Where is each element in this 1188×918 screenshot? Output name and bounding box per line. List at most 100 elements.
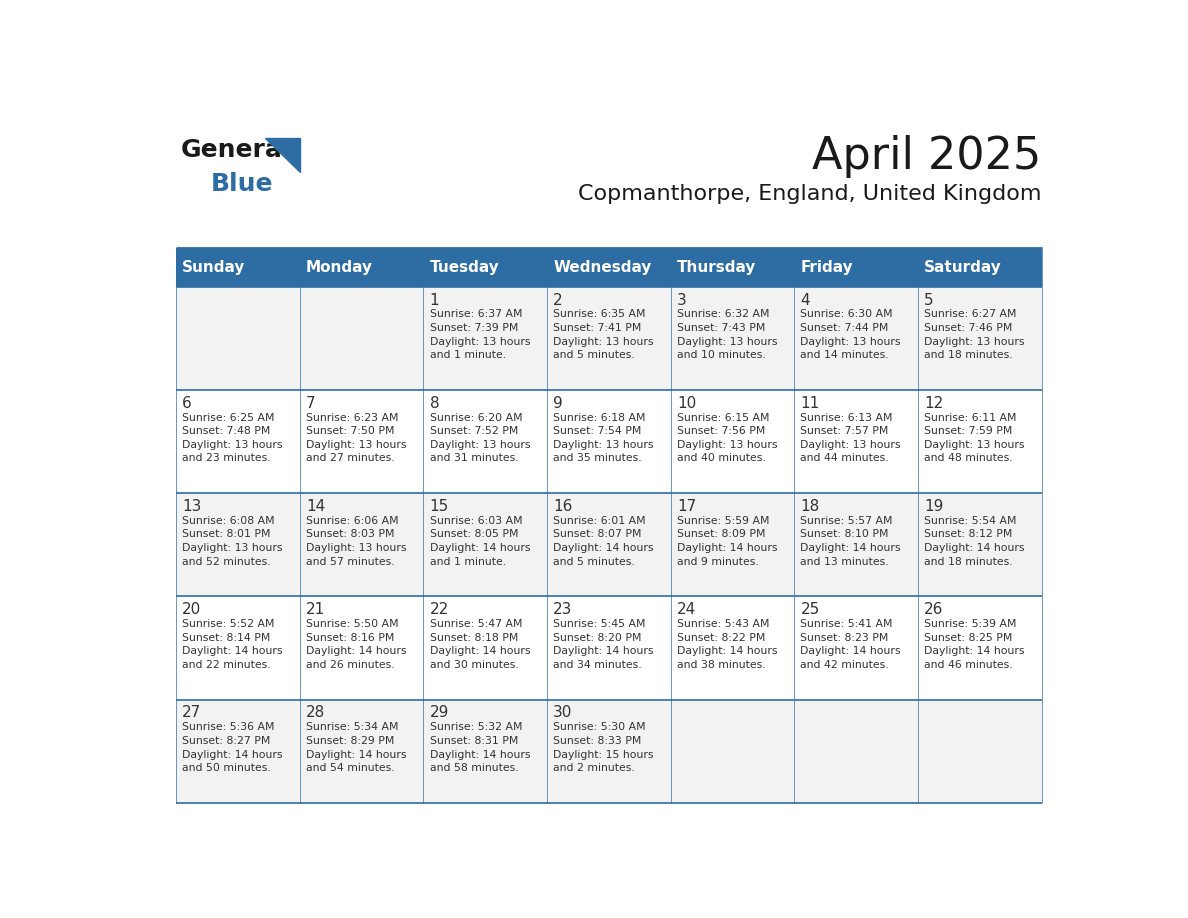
Polygon shape [265, 139, 301, 173]
FancyBboxPatch shape [176, 287, 299, 390]
Text: 19: 19 [924, 498, 943, 514]
FancyBboxPatch shape [423, 248, 546, 286]
Text: Sunrise: 6:15 AM
Sunset: 7:56 PM
Daylight: 13 hours
and 40 minutes.: Sunrise: 6:15 AM Sunset: 7:56 PM Dayligh… [677, 413, 777, 464]
FancyBboxPatch shape [176, 700, 299, 803]
FancyBboxPatch shape [671, 700, 795, 803]
Text: 11: 11 [801, 396, 820, 410]
Text: 8: 8 [430, 396, 440, 410]
Text: 3: 3 [677, 293, 687, 308]
Text: Sunrise: 6:18 AM
Sunset: 7:54 PM
Daylight: 13 hours
and 35 minutes.: Sunrise: 6:18 AM Sunset: 7:54 PM Dayligh… [554, 413, 653, 464]
FancyBboxPatch shape [795, 700, 918, 803]
Text: Sunrise: 6:30 AM
Sunset: 7:44 PM
Daylight: 13 hours
and 14 minutes.: Sunrise: 6:30 AM Sunset: 7:44 PM Dayligh… [801, 309, 901, 360]
FancyBboxPatch shape [546, 248, 671, 286]
Text: 21: 21 [307, 602, 326, 617]
Text: 1: 1 [430, 293, 440, 308]
Text: Sunrise: 5:59 AM
Sunset: 8:09 PM
Daylight: 14 hours
and 9 minutes.: Sunrise: 5:59 AM Sunset: 8:09 PM Dayligh… [677, 516, 777, 566]
Text: 16: 16 [554, 498, 573, 514]
Text: 13: 13 [182, 498, 202, 514]
FancyBboxPatch shape [423, 493, 546, 597]
Text: Sunrise: 5:54 AM
Sunset: 8:12 PM
Daylight: 14 hours
and 18 minutes.: Sunrise: 5:54 AM Sunset: 8:12 PM Dayligh… [924, 516, 1024, 566]
FancyBboxPatch shape [918, 597, 1042, 700]
FancyBboxPatch shape [423, 390, 546, 493]
Text: 22: 22 [430, 602, 449, 617]
FancyBboxPatch shape [918, 390, 1042, 493]
Text: Friday: Friday [801, 260, 853, 274]
Text: Sunrise: 5:43 AM
Sunset: 8:22 PM
Daylight: 14 hours
and 38 minutes.: Sunrise: 5:43 AM Sunset: 8:22 PM Dayligh… [677, 619, 777, 670]
Text: Sunrise: 5:50 AM
Sunset: 8:16 PM
Daylight: 14 hours
and 26 minutes.: Sunrise: 5:50 AM Sunset: 8:16 PM Dayligh… [307, 619, 406, 670]
Text: 24: 24 [677, 602, 696, 617]
Text: Sunrise: 5:30 AM
Sunset: 8:33 PM
Daylight: 15 hours
and 2 minutes.: Sunrise: 5:30 AM Sunset: 8:33 PM Dayligh… [554, 722, 653, 773]
Text: 29: 29 [430, 705, 449, 721]
FancyBboxPatch shape [546, 390, 671, 493]
Text: Sunrise: 6:06 AM
Sunset: 8:03 PM
Daylight: 13 hours
and 57 minutes.: Sunrise: 6:06 AM Sunset: 8:03 PM Dayligh… [307, 516, 406, 566]
Text: 12: 12 [924, 396, 943, 410]
FancyBboxPatch shape [795, 390, 918, 493]
Text: Wednesday: Wednesday [554, 260, 651, 274]
Text: April 2025: April 2025 [813, 135, 1042, 178]
Text: Sunrise: 6:35 AM
Sunset: 7:41 PM
Daylight: 13 hours
and 5 minutes.: Sunrise: 6:35 AM Sunset: 7:41 PM Dayligh… [554, 309, 653, 360]
Text: Sunrise: 6:27 AM
Sunset: 7:46 PM
Daylight: 13 hours
and 18 minutes.: Sunrise: 6:27 AM Sunset: 7:46 PM Dayligh… [924, 309, 1024, 360]
FancyBboxPatch shape [546, 493, 671, 597]
FancyBboxPatch shape [299, 597, 423, 700]
Text: 25: 25 [801, 602, 820, 617]
FancyBboxPatch shape [795, 287, 918, 390]
Text: Sunrise: 6:11 AM
Sunset: 7:59 PM
Daylight: 13 hours
and 48 minutes.: Sunrise: 6:11 AM Sunset: 7:59 PM Dayligh… [924, 413, 1024, 464]
Text: General: General [181, 139, 291, 162]
Text: Sunrise: 6:03 AM
Sunset: 8:05 PM
Daylight: 14 hours
and 1 minute.: Sunrise: 6:03 AM Sunset: 8:05 PM Dayligh… [430, 516, 530, 566]
FancyBboxPatch shape [795, 248, 918, 286]
Text: Saturday: Saturday [924, 260, 1001, 274]
Text: Sunrise: 5:45 AM
Sunset: 8:20 PM
Daylight: 14 hours
and 34 minutes.: Sunrise: 5:45 AM Sunset: 8:20 PM Dayligh… [554, 619, 653, 670]
FancyBboxPatch shape [299, 493, 423, 597]
Text: 26: 26 [924, 602, 943, 617]
FancyBboxPatch shape [176, 597, 299, 700]
Text: Copmanthorpe, England, United Kingdom: Copmanthorpe, England, United Kingdom [579, 185, 1042, 205]
Text: Sunrise: 6:37 AM
Sunset: 7:39 PM
Daylight: 13 hours
and 1 minute.: Sunrise: 6:37 AM Sunset: 7:39 PM Dayligh… [430, 309, 530, 360]
Text: 4: 4 [801, 293, 810, 308]
FancyBboxPatch shape [176, 493, 299, 597]
Text: Sunrise: 5:47 AM
Sunset: 8:18 PM
Daylight: 14 hours
and 30 minutes.: Sunrise: 5:47 AM Sunset: 8:18 PM Dayligh… [430, 619, 530, 670]
FancyBboxPatch shape [299, 248, 423, 286]
Text: Sunrise: 5:52 AM
Sunset: 8:14 PM
Daylight: 14 hours
and 22 minutes.: Sunrise: 5:52 AM Sunset: 8:14 PM Dayligh… [182, 619, 283, 670]
FancyBboxPatch shape [176, 390, 299, 493]
Text: 2: 2 [554, 293, 563, 308]
FancyBboxPatch shape [299, 390, 423, 493]
Text: 23: 23 [554, 602, 573, 617]
FancyBboxPatch shape [795, 493, 918, 597]
FancyBboxPatch shape [423, 287, 546, 390]
FancyBboxPatch shape [546, 287, 671, 390]
Text: 9: 9 [554, 396, 563, 410]
Text: 7: 7 [307, 396, 316, 410]
Text: 17: 17 [677, 498, 696, 514]
Text: Sunrise: 5:32 AM
Sunset: 8:31 PM
Daylight: 14 hours
and 58 minutes.: Sunrise: 5:32 AM Sunset: 8:31 PM Dayligh… [430, 722, 530, 773]
FancyBboxPatch shape [423, 597, 546, 700]
Text: Thursday: Thursday [677, 260, 757, 274]
FancyBboxPatch shape [423, 700, 546, 803]
FancyBboxPatch shape [546, 597, 671, 700]
Text: 18: 18 [801, 498, 820, 514]
Text: Sunrise: 6:13 AM
Sunset: 7:57 PM
Daylight: 13 hours
and 44 minutes.: Sunrise: 6:13 AM Sunset: 7:57 PM Dayligh… [801, 413, 901, 464]
Text: Sunrise: 5:34 AM
Sunset: 8:29 PM
Daylight: 14 hours
and 54 minutes.: Sunrise: 5:34 AM Sunset: 8:29 PM Dayligh… [307, 722, 406, 773]
Text: Sunrise: 6:25 AM
Sunset: 7:48 PM
Daylight: 13 hours
and 23 minutes.: Sunrise: 6:25 AM Sunset: 7:48 PM Dayligh… [182, 413, 283, 464]
Text: Monday: Monday [307, 260, 373, 274]
Text: 14: 14 [307, 498, 326, 514]
Text: Sunday: Sunday [182, 260, 246, 274]
Text: Tuesday: Tuesday [430, 260, 499, 274]
FancyBboxPatch shape [918, 248, 1042, 286]
Text: Sunrise: 6:23 AM
Sunset: 7:50 PM
Daylight: 13 hours
and 27 minutes.: Sunrise: 6:23 AM Sunset: 7:50 PM Dayligh… [307, 413, 406, 464]
Text: Sunrise: 6:08 AM
Sunset: 8:01 PM
Daylight: 13 hours
and 52 minutes.: Sunrise: 6:08 AM Sunset: 8:01 PM Dayligh… [182, 516, 283, 566]
Text: Sunrise: 6:20 AM
Sunset: 7:52 PM
Daylight: 13 hours
and 31 minutes.: Sunrise: 6:20 AM Sunset: 7:52 PM Dayligh… [430, 413, 530, 464]
FancyBboxPatch shape [795, 597, 918, 700]
FancyBboxPatch shape [671, 390, 795, 493]
Text: Blue: Blue [211, 173, 273, 196]
Text: 5: 5 [924, 293, 934, 308]
Text: Sunrise: 6:01 AM
Sunset: 8:07 PM
Daylight: 14 hours
and 5 minutes.: Sunrise: 6:01 AM Sunset: 8:07 PM Dayligh… [554, 516, 653, 566]
FancyBboxPatch shape [918, 700, 1042, 803]
FancyBboxPatch shape [918, 287, 1042, 390]
Text: 15: 15 [430, 498, 449, 514]
Text: 28: 28 [307, 705, 326, 721]
Text: Sunrise: 5:57 AM
Sunset: 8:10 PM
Daylight: 14 hours
and 13 minutes.: Sunrise: 5:57 AM Sunset: 8:10 PM Dayligh… [801, 516, 901, 566]
FancyBboxPatch shape [918, 493, 1042, 597]
FancyBboxPatch shape [176, 248, 299, 286]
Text: Sunrise: 5:39 AM
Sunset: 8:25 PM
Daylight: 14 hours
and 46 minutes.: Sunrise: 5:39 AM Sunset: 8:25 PM Dayligh… [924, 619, 1024, 670]
Text: Sunrise: 5:36 AM
Sunset: 8:27 PM
Daylight: 14 hours
and 50 minutes.: Sunrise: 5:36 AM Sunset: 8:27 PM Dayligh… [182, 722, 283, 773]
